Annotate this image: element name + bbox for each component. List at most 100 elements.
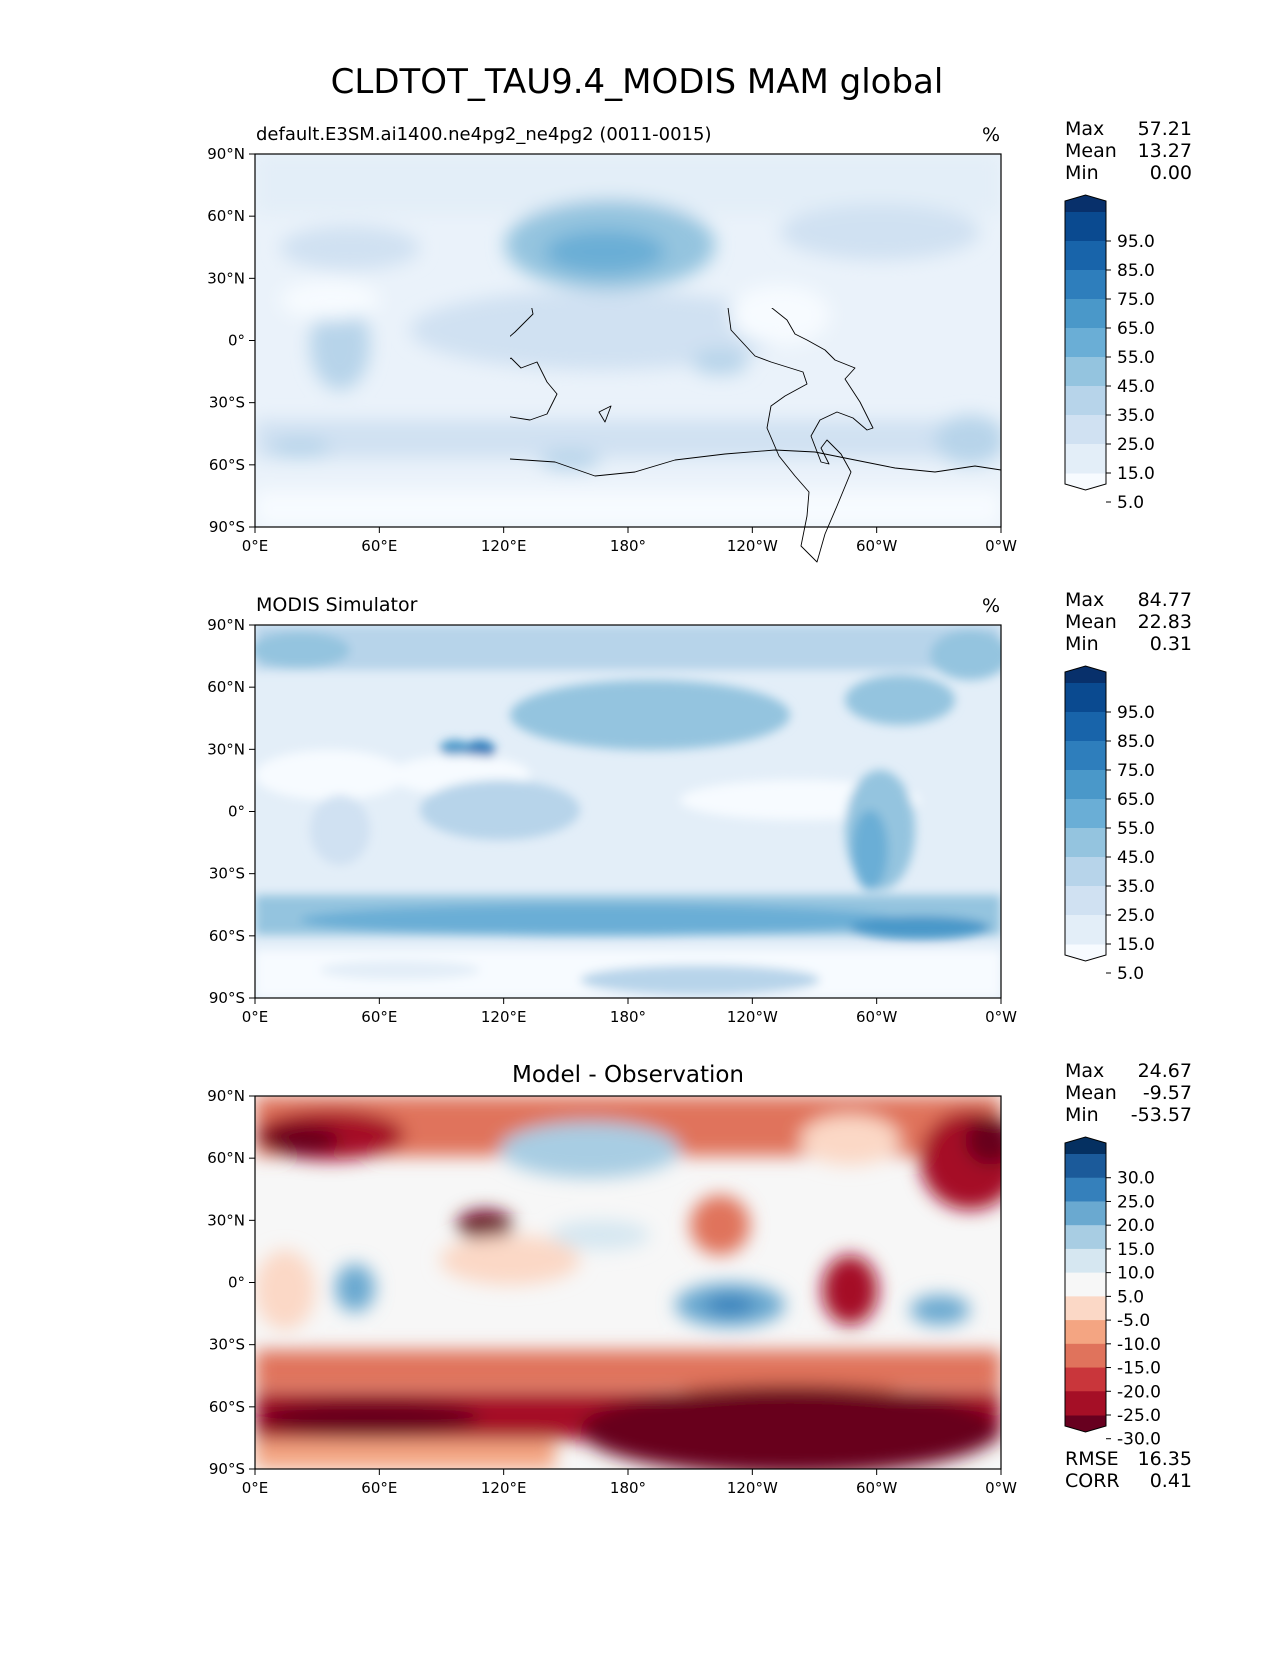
colorbar-label: 15.0 [1117, 464, 1155, 484]
observation-cloud-field [255, 625, 1001, 998]
lon-tick-label: 120°W [727, 537, 778, 555]
lat-tick-label: 60°S [209, 927, 245, 945]
lon-tick-label: 120°W [727, 1479, 778, 1497]
lon-tick-label: 180° [610, 1479, 646, 1497]
lat-tick-label: 30°S [209, 1336, 245, 1354]
lon-tick-label: 60°W [856, 1008, 898, 1026]
colorbar-bin [1065, 328, 1106, 358]
colorbar-bin [1065, 270, 1106, 300]
colorbar-outline [1064, 665, 1107, 962]
panel-difference: 90°N 60°N 30°N 0° 30°S 60°S 90°S0°E 60°E 120°E 18… [207, 1060, 1192, 1497]
colorbar-label: 65.0 [1117, 319, 1155, 339]
model-cloud-field [255, 154, 1001, 527]
lon-tick-label: 120°E [481, 537, 527, 555]
colorbar-bin [1065, 886, 1106, 916]
colorbar-bin [1065, 1343, 1106, 1369]
lon-tick-label: 120°E [481, 1479, 527, 1497]
colorbar-bin [1065, 1201, 1106, 1226]
panel-units: % [982, 595, 1000, 617]
lat-tick-label: 30°S [209, 865, 245, 883]
colorbar-bin [1065, 444, 1106, 474]
lon-tick-label: 180° [610, 1008, 646, 1026]
lat-tick-label: 90°S [209, 518, 245, 536]
stat-mean-value: 13.27 [1138, 140, 1192, 162]
lat-tick-label: 90°N [207, 1087, 245, 1105]
stat-min-label: Min [1065, 162, 1099, 184]
colorbar-label: -15.0 [1117, 1359, 1161, 1379]
stat-max-value: 24.67 [1138, 1060, 1192, 1082]
colorbar-extend-min [1065, 473, 1106, 490]
colorbar-label: -20.0 [1117, 1382, 1161, 1402]
lon-tick-label: 0°W [985, 537, 1017, 555]
colorbar-bin [1065, 683, 1106, 713]
colorbar-label: 55.0 [1117, 819, 1155, 839]
stat-mean-label: Mean [1065, 1082, 1117, 1104]
colorbar-label: 35.0 [1117, 406, 1155, 426]
colorbar-bin [1065, 415, 1106, 445]
stat-min-value: 0.00 [1150, 162, 1192, 184]
axis-ticks: 90°N 60°N 30°N 0° 30°S 60°S 90°S0°E 60°E 120°E 18… [207, 1087, 1017, 1497]
colorbar-extend-min [1065, 1415, 1106, 1432]
colorbar-bin [1065, 741, 1106, 771]
panel-center-title: Model - Observation [512, 1062, 744, 1088]
panel-model: 90°N 60°N 30°N 0° 30°S 60°S 90°S0°E 60°E 120°E 18… [207, 118, 1192, 563]
stat-mean-value: 22.83 [1138, 611, 1192, 633]
colorbar-bin [1065, 1177, 1106, 1202]
lon-tick-label: 60°E [361, 1479, 397, 1497]
stats-block: Max 57.21 Mean 13.27 Min 0.00 [1065, 118, 1192, 184]
stat-max-value: 84.77 [1138, 589, 1192, 611]
colorbar-label: 35.0 [1117, 877, 1155, 897]
lon-tick-label: 120°E [481, 1008, 527, 1026]
colorbar-label: 45.0 [1117, 377, 1155, 397]
stat-min-label: Min [1065, 1104, 1099, 1126]
colorbar-label: 25.0 [1117, 906, 1155, 926]
lat-tick-label: 60°N [207, 207, 245, 225]
lon-tick-label: 120°W [727, 1008, 778, 1026]
lon-tick-label: 0°W [985, 1479, 1017, 1497]
stat-rmse-label: RMSE [1065, 1448, 1119, 1470]
colorbar-label: 5.0 [1117, 964, 1144, 984]
lat-tick-label: 90°N [207, 616, 245, 634]
colorbar-bin [1065, 299, 1106, 329]
colorbar-bin [1065, 241, 1106, 271]
colorbar-label: 65.0 [1117, 790, 1155, 810]
lon-tick-label: 60°E [361, 537, 397, 555]
colorbar: 30.0 25.0 20.0 15.0 10.0 5.0 -5.0 -10.0 -15.0 -20… [1064, 1136, 1161, 1450]
colorbar-label: 15.0 [1117, 935, 1155, 955]
colorbar-label: 95.0 [1117, 703, 1155, 723]
colorbar-bin [1065, 799, 1106, 829]
lon-tick-label: 0°E [242, 1479, 269, 1497]
lon-tick-label: 180° [610, 537, 646, 555]
lat-tick-label: 30°N [207, 740, 245, 758]
stat-corr-label: CORR [1065, 1470, 1120, 1492]
panel-left-title: default.E3SM.ai1400.ne4pg2_ne4pg2 (0011-… [256, 124, 711, 145]
colorbar: 95.0 85.0 75.0 65.0 55.0 45.0 35.0 25.0 15.0 5.0 [1064, 665, 1155, 984]
coastlines [510, 308, 1002, 563]
colorbar-extend-min [1065, 944, 1106, 961]
colorbar-bin [1065, 712, 1106, 742]
lat-tick-label: 90°S [209, 1460, 245, 1478]
colorbar-label: 10.0 [1117, 1264, 1155, 1284]
colorbar-label: -30.0 [1117, 1430, 1161, 1450]
lon-tick-label: 0°E [242, 537, 269, 555]
colorbar-extend-max [1065, 195, 1106, 212]
colorbar-extend-max [1065, 666, 1106, 683]
colorbar-label: 55.0 [1117, 348, 1155, 368]
colorbar-bin [1065, 915, 1106, 945]
lat-tick-label: 30°S [209, 394, 245, 412]
lat-tick-label: 30°N [207, 1211, 245, 1229]
stat-max-value: 57.21 [1138, 118, 1192, 140]
colorbar-bin [1065, 1320, 1106, 1345]
stats-block: Max 24.67 Mean -9.57 Min -53.57 RMSE 16.… [1065, 1060, 1192, 1492]
figure-title: CLDTOT_TAU9.4_MODIS MAM global [331, 62, 944, 102]
stat-min-value: 0.31 [1150, 633, 1192, 655]
colorbar-label: 15.0 [1117, 1240, 1155, 1260]
lat-tick-label: 0° [228, 332, 245, 350]
colorbar-bin [1065, 1391, 1106, 1416]
colorbar-label: 75.0 [1117, 761, 1155, 781]
colorbar-label: 25.0 [1117, 435, 1155, 455]
panel-units: % [982, 124, 1000, 146]
colorbar-label: -5.0 [1117, 1311, 1150, 1331]
lat-tick-label: 60°S [209, 456, 245, 474]
lon-tick-label: 60°E [361, 1008, 397, 1026]
